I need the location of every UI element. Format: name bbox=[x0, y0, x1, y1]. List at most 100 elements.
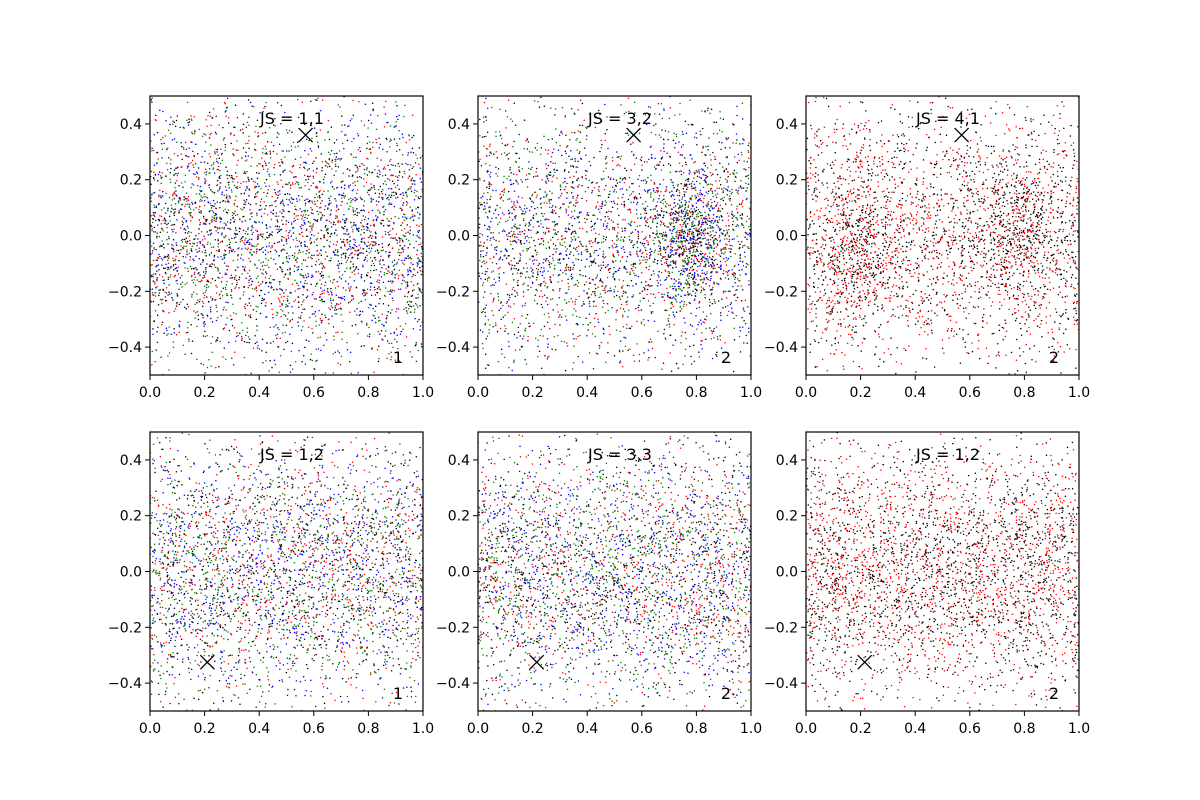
data-point bbox=[678, 192, 681, 194]
data-point bbox=[317, 213, 320, 216]
data-point bbox=[352, 238, 355, 240]
data-point bbox=[153, 214, 155, 217]
data-point bbox=[319, 272, 322, 275]
data-point bbox=[346, 267, 348, 270]
data-point bbox=[158, 269, 160, 271]
data-point bbox=[722, 291, 725, 294]
data-point bbox=[634, 111, 636, 114]
data-point bbox=[404, 295, 406, 297]
data-point bbox=[565, 208, 567, 210]
data-point bbox=[733, 156, 736, 158]
data-point bbox=[702, 186, 705, 188]
data-point bbox=[654, 249, 657, 251]
data-point bbox=[304, 167, 306, 170]
data-point bbox=[715, 271, 717, 273]
data-point bbox=[548, 227, 550, 230]
data-point bbox=[221, 191, 224, 193]
data-point bbox=[253, 263, 256, 265]
data-point bbox=[303, 299, 305, 301]
data-point bbox=[214, 151, 216, 153]
data-point bbox=[653, 251, 656, 254]
data-point bbox=[217, 161, 219, 164]
data-point bbox=[214, 212, 217, 215]
data-point bbox=[388, 188, 390, 190]
data-point bbox=[331, 168, 333, 170]
data-point bbox=[526, 247, 528, 250]
data-point bbox=[565, 265, 568, 267]
data-point bbox=[414, 317, 416, 320]
data-point bbox=[681, 264, 684, 267]
data-point bbox=[228, 329, 231, 332]
data-point bbox=[600, 264, 602, 266]
data-point bbox=[630, 201, 632, 203]
data-point bbox=[528, 241, 531, 244]
data-point bbox=[293, 212, 296, 215]
data-point bbox=[221, 159, 224, 161]
data-point bbox=[326, 290, 328, 292]
data-point bbox=[275, 250, 278, 253]
data-point bbox=[689, 242, 691, 244]
data-point bbox=[679, 274, 682, 276]
data-point bbox=[668, 326, 671, 328]
data-point bbox=[490, 284, 492, 287]
data-point bbox=[396, 115, 398, 118]
data-point bbox=[391, 280, 393, 282]
data-point bbox=[187, 203, 189, 205]
data-point bbox=[152, 149, 155, 152]
data-point bbox=[616, 239, 618, 241]
data-point bbox=[228, 238, 230, 241]
data-point bbox=[405, 141, 407, 144]
data-point bbox=[288, 129, 291, 132]
data-point bbox=[353, 214, 355, 216]
data-point bbox=[217, 238, 219, 241]
data-point bbox=[206, 366, 209, 369]
data-point bbox=[258, 248, 261, 251]
data-point bbox=[167, 222, 170, 224]
data-point bbox=[369, 286, 372, 288]
data-point bbox=[367, 189, 370, 192]
data-point bbox=[184, 231, 187, 234]
data-point bbox=[341, 338, 343, 340]
data-point bbox=[552, 274, 555, 276]
data-point bbox=[234, 232, 237, 235]
data-point bbox=[297, 321, 299, 324]
data-point bbox=[156, 232, 158, 234]
data-point bbox=[321, 214, 324, 216]
data-point bbox=[216, 148, 219, 151]
data-point bbox=[646, 218, 649, 220]
data-point bbox=[547, 241, 550, 244]
data-point bbox=[696, 192, 699, 195]
data-point bbox=[244, 303, 247, 305]
data-point bbox=[314, 196, 316, 199]
x-tick-label: 0.8 bbox=[357, 385, 379, 401]
data-point bbox=[340, 247, 343, 249]
data-point bbox=[239, 129, 242, 131]
data-point bbox=[716, 202, 719, 204]
data-point bbox=[188, 252, 190, 255]
subplot-1: 0.0 0.2 0.4 0.6 0.8 1.0−0.4−0.20.00.20.4 JS = … bbox=[108, 95, 434, 401]
data-point bbox=[208, 359, 210, 361]
data-point bbox=[325, 224, 327, 227]
data-point bbox=[744, 175, 747, 178]
data-point bbox=[153, 164, 156, 166]
data-point bbox=[309, 222, 311, 224]
data-point bbox=[207, 281, 210, 283]
data-point bbox=[229, 315, 232, 317]
data-point bbox=[617, 238, 620, 240]
data-point bbox=[330, 291, 333, 294]
data-point bbox=[406, 296, 409, 298]
data-point bbox=[413, 246, 415, 249]
data-point bbox=[191, 119, 193, 121]
data-point bbox=[167, 262, 170, 265]
data-point bbox=[725, 225, 727, 227]
data-point bbox=[557, 281, 559, 283]
data-point bbox=[725, 271, 727, 273]
data-point bbox=[401, 259, 403, 262]
data-point bbox=[376, 249, 379, 252]
data-point bbox=[392, 280, 395, 283]
data-point bbox=[666, 287, 668, 290]
data-point bbox=[406, 281, 409, 283]
data-point bbox=[411, 114, 414, 116]
data-point bbox=[674, 294, 677, 296]
data-point bbox=[311, 265, 313, 268]
